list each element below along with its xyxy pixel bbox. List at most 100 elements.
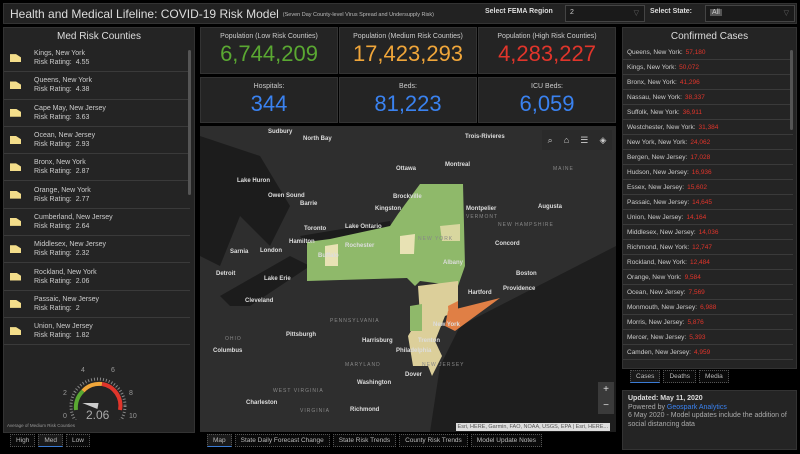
tab-model-update-notes[interactable]: Model Update Notes	[470, 434, 543, 447]
map-label: VIRGINIA	[300, 408, 330, 414]
county-name: Suffolk, New York:	[627, 109, 680, 116]
map-label: Detroit	[216, 271, 236, 277]
risk-value: 2	[75, 304, 80, 312]
list-item[interactable]: Queens, New York: 57,180	[623, 45, 793, 60]
list-item[interactable]: Orange, New York Risk Rating: 2.77	[4, 181, 190, 209]
list-item[interactable]: Middlesex, New Jersey: 14,036	[623, 225, 793, 240]
list-item[interactable]: Cumberland, New Jersey Risk Rating: 2.64	[4, 209, 190, 237]
map-label: Owen Sound	[268, 193, 305, 199]
tab-state-risk-trends[interactable]: State Risk Trends	[332, 434, 397, 447]
list-item[interactable]: Richmond, New York: 12,747	[623, 240, 793, 255]
tab-map[interactable]: Map	[207, 434, 232, 447]
list-item[interactable]: Ocean, New Jersey Risk Rating: 2.93	[4, 127, 190, 155]
list-item[interactable]: Morris, New Jersey: 5,876	[623, 315, 793, 330]
map-label: OHIO	[225, 336, 242, 342]
risk-value: 4.38	[75, 86, 90, 94]
map-label: VERMONT	[466, 214, 498, 220]
county-entry: Kings, New York Risk Rating: 4.55	[34, 49, 89, 67]
case-count: 38,337	[684, 94, 705, 101]
list-item[interactable]: Erie, New York:4,483	[623, 360, 793, 363]
list-item[interactable]: Middlesex, New Jersey Risk Rating: 2.32	[4, 236, 190, 264]
map-label: Montreal	[445, 162, 471, 168]
list-item[interactable]: New York, New York: 24,062	[623, 135, 793, 150]
list-item[interactable]: Suffolk, New York: 36,911	[623, 105, 793, 120]
list-item[interactable]: Rockland, New York: 12,484	[623, 255, 793, 270]
county-name: Queens, New York:	[627, 49, 683, 56]
list-item[interactable]: Bronx, New York Risk Rating: 2.87	[4, 154, 190, 182]
gauge-tick: 6	[111, 367, 115, 374]
list-item[interactable]: Union, New Jersey Risk Rating: 1.82	[4, 318, 190, 346]
map-tabs: Map State Daily Forecast Change State Risk…	[207, 434, 543, 447]
risk-value: 2.64	[75, 222, 90, 230]
fema-region-select[interactable]: 2 ▽	[565, 5, 645, 22]
risk-rating: Risk Rating: 4.55	[34, 58, 89, 67]
list-item[interactable]: Ocean, New Jersey: 7,569	[623, 285, 793, 300]
tab-deaths[interactable]: Deaths	[663, 370, 697, 383]
map-label: Kingston	[375, 206, 401, 212]
list-item[interactable]: Queens, New York Risk Rating: 4.38	[4, 72, 190, 100]
map-label: Trenton	[418, 338, 440, 344]
case-count: 24,062	[690, 139, 711, 146]
list-item[interactable]: Union, New Jersey: 14,164	[623, 210, 793, 225]
geospark-link[interactable]: Geospark Analytics	[666, 403, 727, 411]
panel-title: Confirmed Cases	[670, 31, 749, 42]
home-icon[interactable]: ⌂	[563, 135, 570, 145]
map-view[interactable]: Sudbury North Bay Trois-Rivieres Ottawa Mont…	[200, 126, 616, 432]
case-count: 50,072	[679, 64, 700, 71]
risk-rating: Risk Rating: 2.87	[34, 167, 89, 176]
list-item[interactable]: Westchester, New York: 31,384	[623, 120, 793, 135]
list-item[interactable]: Hudson, New Jersey: 16,936	[623, 165, 793, 180]
map-basemap	[200, 136, 616, 432]
list-item[interactable]: Kings, New York: 50,072	[623, 60, 793, 75]
state-select[interactable]: All ▽	[705, 5, 795, 22]
map-label: Lake Huron	[237, 178, 271, 184]
folder-icon	[10, 136, 21, 145]
list-item[interactable]: Orange, New York: 9,584	[623, 270, 793, 285]
case-count: 4,959	[693, 349, 711, 356]
gauge-tick: 4	[81, 367, 85, 374]
risk-rating: Risk Rating: 2.93	[34, 140, 95, 149]
list-item[interactable]: Nassau, New York: 38,337	[623, 90, 793, 105]
tab-med[interactable]: Med	[38, 434, 64, 447]
tab-low[interactable]: Low	[66, 434, 90, 447]
risk-gauge: 0 2 4 6 8 10 2.06	[63, 367, 137, 420]
list-item[interactable]: Passaic, New Jersey Risk Rating: 2	[4, 291, 190, 318]
search-icon[interactable]: ⌕	[547, 134, 553, 145]
cases-list[interactable]: Queens, New York: 57,180 Kings, New York: 5…	[623, 45, 793, 363]
case-count: 7,569	[688, 289, 705, 296]
scrollbar[interactable]	[188, 50, 191, 195]
zoom-out-button[interactable]: −	[603, 400, 609, 411]
scrollbar[interactable]	[790, 50, 793, 130]
tab-cases[interactable]: Cases	[630, 370, 661, 383]
tab-media[interactable]: Media	[699, 370, 729, 383]
list-item[interactable]: Bronx, New York: 41,296	[623, 75, 793, 90]
list-item[interactable]: Passaic, New Jersey: 14,645	[623, 195, 793, 210]
map-label: WEST VIRGINIA	[273, 388, 324, 394]
tab-high[interactable]: High	[10, 434, 36, 447]
county-name: Orange, New York:	[627, 274, 682, 281]
tab-county-risk-trends[interactable]: County Risk Trends	[399, 434, 468, 447]
county-name: Passaic, New Jersey	[34, 295, 99, 303]
list-item[interactable]: Rockland, New York Risk Rating: 2.06	[4, 263, 190, 291]
county-name: Middlesex, New Jersey	[34, 241, 106, 249]
list-item[interactable]: Kings, New York Risk Rating: 4.55	[4, 45, 190, 73]
list-item[interactable]: Essex, New Jersey: 15,602	[623, 180, 793, 195]
legend-icon[interactable]: ☰	[580, 134, 589, 145]
zoom-in-button[interactable]: +	[603, 384, 609, 395]
layers-icon[interactable]: ◈	[599, 134, 607, 145]
list-item[interactable]: Camden, New Jersey: 4,959	[623, 345, 793, 360]
map-label: NEW JERSEY	[422, 362, 465, 368]
map-label: Cleveland	[245, 298, 274, 304]
stat-value: 6,744,209	[220, 41, 318, 66]
list-item[interactable]: Monmouth, New Jersey: 6,988	[623, 300, 793, 315]
county-list[interactable]: Kings, New York Risk Rating: 4.55 Queens, N…	[4, 45, 190, 350]
map-attribution[interactable]: Esri, HERE, Garmin, FAO, NOAA, USGS, EPA…	[455, 423, 610, 431]
list-item[interactable]: Bergen, New Jersey: 17,028	[623, 150, 793, 165]
list-item[interactable]: Mercer, New Jersey: 5,393	[623, 330, 793, 345]
county-name: Nassau, New York:	[627, 94, 682, 101]
tab-state-daily-forecast-change[interactable]: State Daily Forecast Change	[234, 434, 330, 447]
population-stat: Population (Medium Risk Counties) 17,423,…	[339, 27, 477, 74]
map-label: Dover	[405, 372, 423, 378]
list-item[interactable]: Cape May, New Jersey Risk Rating: 3.63	[4, 100, 190, 127]
